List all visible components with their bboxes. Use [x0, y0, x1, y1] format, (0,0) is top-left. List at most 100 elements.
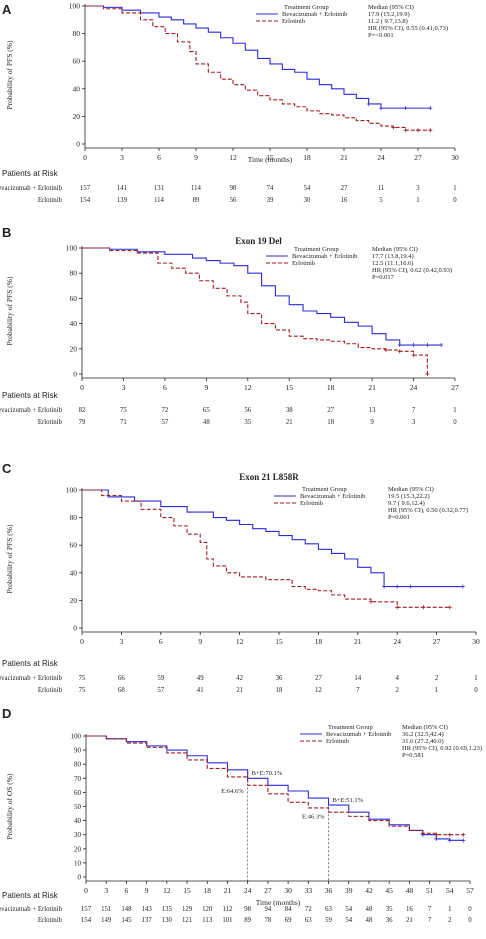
- risk-count: 0: [468, 906, 472, 913]
- legend-entry: Bevacizumab + Erlotinib: [292, 253, 357, 260]
- p-value: P=0.001: [388, 514, 410, 521]
- x-tick-label: 3: [122, 383, 126, 392]
- risk-count: 1: [474, 675, 477, 682]
- risk-count: 121: [182, 917, 192, 924]
- x-tick-label: 24: [377, 153, 385, 162]
- censor-mark: [411, 343, 416, 348]
- censor-mark: [383, 348, 388, 353]
- risk-count: 42: [236, 675, 243, 682]
- risk-count: 0: [453, 197, 457, 204]
- risk-count: 63: [305, 917, 312, 924]
- risk-count: 75: [79, 675, 86, 682]
- y-tick-label: 100: [69, 2, 81, 11]
- risk-count: 79: [79, 419, 86, 426]
- risk-count: 63: [325, 906, 332, 913]
- x-tick-label: 15: [275, 637, 283, 646]
- y-tick-label: 0: [78, 874, 82, 882]
- censor-mark: [395, 584, 400, 589]
- risk-count: 4: [395, 675, 399, 682]
- x-tick-label: 3: [120, 153, 124, 162]
- censor-mark: [416, 128, 420, 133]
- y-tick-label: 30: [74, 831, 82, 839]
- risk-count: 114: [154, 197, 165, 204]
- y-tick-label: 80: [73, 29, 81, 38]
- legend-stats-title: Median (95% CI): [372, 246, 418, 253]
- risk-row-label: Erlotinib: [38, 687, 63, 694]
- y-tick-label: 40: [70, 568, 78, 577]
- risk-count: 0: [468, 917, 472, 924]
- panel-b: B Exon 19 Del 0 20 40 60 80 100 0 3 6 9 12 15 18 21 24 27…: [0, 225, 459, 426]
- x-tick-label: 0: [80, 637, 84, 646]
- series-line-bevacizumab-erlotinib: [85, 5, 431, 109]
- x-tick-label: 0: [80, 383, 84, 392]
- risk-count: 5: [379, 197, 383, 204]
- legend-entry: Erlotinib: [326, 738, 349, 745]
- censor-mark: [366, 101, 371, 106]
- censor-mark: [447, 838, 452, 843]
- hazard-ratio: HR (95% CI), 0.62 (0.42,0.93): [372, 267, 452, 274]
- legend-median: 9.7 ( 9.6,12.4): [388, 500, 425, 507]
- series-line-bevacizumab-erlotinib: [86, 735, 464, 841]
- y-tick-label: 100: [71, 733, 82, 741]
- risk-table-header: Patients at Risk: [2, 659, 59, 668]
- censor-mark: [434, 832, 439, 837]
- x-tick-label: 3: [120, 637, 124, 646]
- censor-mark: [428, 128, 433, 133]
- risk-count: 54: [304, 185, 311, 192]
- risk-count: 112: [222, 906, 233, 913]
- hazard-ratio: HR (95% CI), 0.55 (0.41,0.73): [368, 25, 448, 32]
- x-tick-label: 30: [284, 886, 292, 895]
- panel-letter: A: [2, 2, 12, 17]
- legend-median: 17.9 (15.2,19.9): [368, 11, 410, 18]
- risk-count: 56: [244, 407, 251, 414]
- y-tick-label: 100: [66, 244, 78, 253]
- y-tick-label: 80: [70, 269, 78, 278]
- risk-count: 149: [101, 917, 112, 924]
- risk-count: 84: [285, 906, 292, 913]
- risk-count: 151: [101, 906, 111, 913]
- x-axis-label: Time (months): [248, 155, 293, 164]
- risk-count: 56: [230, 197, 237, 204]
- legend-stats-title: Median (95% CI): [368, 4, 414, 11]
- y-tick-label: 0: [76, 140, 80, 149]
- y-tick-label: 100: [66, 486, 78, 495]
- censor-mark: [411, 353, 416, 358]
- risk-count: 1: [435, 687, 438, 694]
- legend-title: Treatment Group: [284, 4, 329, 11]
- risk-count: 137: [142, 917, 153, 924]
- risk-count: 143: [142, 906, 153, 913]
- annotation-label: B+E:70.1%: [252, 770, 283, 777]
- series-line-erlotinib: [82, 247, 428, 374]
- y-axis-label: Probability of OS (%): [5, 773, 14, 840]
- censor-mark: [425, 372, 430, 376]
- censor-mark: [368, 599, 373, 604]
- y-tick-label: 80: [74, 761, 82, 769]
- risk-count: 30: [304, 197, 311, 204]
- y-tick-label: 70: [74, 775, 82, 783]
- censor-mark: [447, 832, 452, 837]
- legend-title: Treatment Group: [302, 486, 347, 493]
- y-tick-label: 40: [70, 319, 78, 328]
- x-axis-label: Time (months): [256, 898, 301, 907]
- x-tick-label: 27: [414, 153, 422, 162]
- risk-count: 11: [378, 185, 385, 192]
- risk-count: 21: [406, 917, 413, 924]
- hazard-ratio: HR (95% CI), 0.50 (0.32,0.77): [388, 507, 468, 514]
- risk-row-label: Erlotinib: [38, 917, 63, 924]
- annotation-label: E:46.3%: [302, 814, 325, 821]
- censor-mark: [395, 605, 400, 610]
- risk-count: 66: [118, 675, 125, 682]
- risk-count: 139: [117, 197, 128, 204]
- legend-median: 19.5 (15.3,22.2): [388, 493, 430, 500]
- risk-count: 82: [79, 407, 86, 414]
- risk-table-header: Patients at Risk: [2, 891, 59, 900]
- risk-count: 36: [276, 675, 283, 682]
- risk-count: 16: [341, 197, 348, 204]
- x-tick-label: 39: [345, 886, 353, 895]
- x-tick-label: 12: [236, 637, 244, 646]
- x-tick-label: 12: [244, 383, 252, 392]
- risk-count: 39: [267, 197, 274, 204]
- risk-count: 48: [366, 917, 373, 924]
- censor-mark: [397, 349, 402, 354]
